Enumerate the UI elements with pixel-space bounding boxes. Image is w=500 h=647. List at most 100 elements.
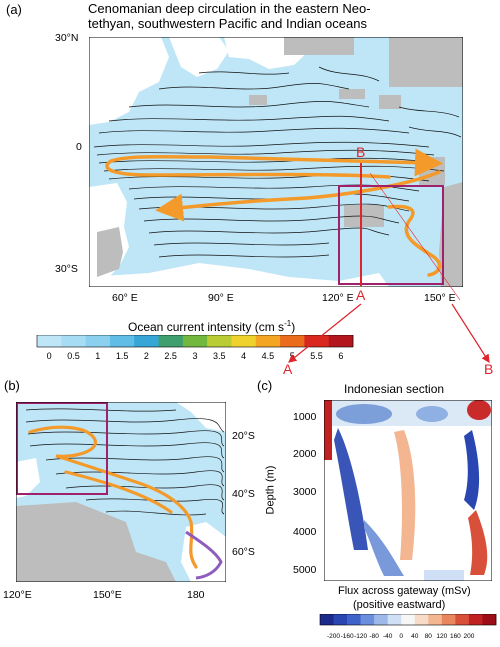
panel-a-lat-tick-0: 0 bbox=[76, 141, 82, 153]
antarctica-landmass bbox=[89, 263, 389, 287]
flux-colorbar: -200 -160 -120 -80 -40 0 40 80 120 160 200 bbox=[319, 614, 497, 640]
flux-colorbar-tick-label: -160 bbox=[341, 633, 354, 640]
intensity-colorbar-swatch bbox=[280, 335, 305, 347]
panel-c-depth-tick-4000: 4000 bbox=[293, 526, 317, 538]
flux-colorbar-swatch bbox=[468, 614, 483, 625]
land-gray-2 bbox=[379, 95, 401, 109]
intensity-colorbar-tick-label: 0.5 bbox=[67, 351, 80, 361]
flux-blob-mid-blue bbox=[364, 520, 404, 576]
panel-c-end-a-label: A bbox=[283, 361, 293, 377]
intensity-colorbar-swatch bbox=[182, 335, 208, 347]
intensity-colorbar-swatch bbox=[109, 335, 135, 347]
flux-blob-surface-blue-1 bbox=[336, 404, 392, 424]
panel-c-title: Indonesian section bbox=[344, 382, 445, 396]
flux-colorbar-tick-label: 120 bbox=[436, 633, 447, 640]
panel-b-purple-current bbox=[185, 530, 223, 580]
intensity-colorbar: 0 0.5 1 1.5 2 2.5 3 3.5 4 4.5 5 5.5 6 bbox=[36, 335, 354, 361]
flux-colorbar-swatch bbox=[360, 614, 375, 625]
intensity-colorbar-swatch bbox=[255, 335, 281, 347]
flux-colorbar-swatch bbox=[482, 614, 497, 625]
flux-colorbar-swatch bbox=[401, 614, 416, 625]
panel-a-lon-tick-60e: 60° E bbox=[112, 292, 138, 304]
flux-colorbar-tick-label: -80 bbox=[369, 633, 379, 640]
flux-colorbar-tick-label: -120 bbox=[354, 633, 367, 640]
flux-blob-surface-red bbox=[467, 400, 491, 420]
land-gray-1 bbox=[339, 89, 365, 99]
intensity-colorbar-tick-label: 2.5 bbox=[164, 351, 177, 361]
panel-a-lat-tick-30n: 30°N bbox=[55, 32, 79, 44]
flux-colorbar-swatch bbox=[441, 614, 456, 625]
panel-b-lon-tick-150e: 150°E bbox=[93, 589, 122, 601]
arabia-landmass bbox=[169, 37, 229, 77]
intensity-colorbar-tick-label: 4 bbox=[241, 351, 246, 361]
flux-colorbar-swatch bbox=[414, 614, 429, 625]
intensity-colorbar-swatch bbox=[231, 335, 257, 347]
panel-a-lat-tick-30s: 30°S bbox=[55, 263, 78, 275]
panel-b-lat-tick-60s: 60°S bbox=[232, 546, 255, 558]
panel-c-depth-tick-5000: 5000 bbox=[293, 564, 317, 576]
intensity-colorbar-swatch bbox=[134, 335, 159, 347]
flux-blob-mid-red bbox=[394, 430, 416, 560]
flux-colorbar-tick-label: 0 bbox=[399, 633, 403, 640]
flux-blob-seafloor bbox=[424, 570, 464, 581]
flux-colorbar-tick-label: -200 bbox=[327, 633, 340, 640]
panel-a-lon-tick-120e: 120° E bbox=[322, 292, 354, 304]
flux-colorbar-tick-label: 40 bbox=[411, 633, 419, 640]
intensity-colorbar-tick-label: 3.5 bbox=[213, 351, 226, 361]
panel-b-lat-tick-40s: 40°S bbox=[232, 488, 255, 500]
intensity-colorbar-tick-label: 3 bbox=[192, 351, 197, 361]
panel-c-depth-tick-3000: 3000 bbox=[293, 486, 317, 498]
intensity-colorbar-swatch bbox=[85, 335, 111, 347]
intensity-colorbar-title: Ocean current intensity (cm s-1) bbox=[128, 319, 296, 334]
flux-colorbar-swatch bbox=[347, 614, 361, 625]
panel-c-xlabel-line1: Flux across gateway (mSv) bbox=[338, 585, 471, 597]
land-gray-sw bbox=[97, 227, 123, 277]
panel-b-lat-tick-20s: 20°S bbox=[232, 430, 255, 442]
intensity-colorbar-swatch bbox=[304, 335, 329, 347]
panel-a-label: (a) bbox=[6, 2, 22, 17]
flux-colorbar-swatch bbox=[374, 614, 388, 625]
intensity-colorbar-swatch bbox=[207, 335, 232, 347]
intensity-colorbar-tick-label: 5.5 bbox=[310, 351, 323, 361]
intensity-colorbar-swatch bbox=[328, 335, 354, 347]
flux-colorbar-swatch bbox=[333, 614, 348, 625]
flux-colorbar-tick-label: 160 bbox=[450, 633, 461, 640]
flux-blob-surface-blue-2 bbox=[416, 406, 448, 422]
intensity-colorbar-tick-label: 2 bbox=[144, 351, 149, 361]
panel-c-label: (c) bbox=[257, 378, 273, 393]
flux-colorbar-swatch bbox=[320, 614, 334, 625]
panel-a-lon-tick-90e: 90° E bbox=[208, 292, 234, 304]
panel-a-title-line1: Cenomanian deep circulation in the easte… bbox=[88, 1, 371, 16]
panel-b-lon-tick-120e: 120°E bbox=[3, 589, 32, 601]
intensity-colorbar-tick-label: 1.5 bbox=[116, 351, 129, 361]
panel-b-land-south bbox=[16, 502, 176, 582]
intensity-colorbar-swatch bbox=[61, 335, 86, 347]
panel-a-map bbox=[89, 37, 463, 287]
intensity-colorbar-swatch bbox=[37, 335, 62, 347]
panel-a-section-b-label: B bbox=[356, 144, 366, 160]
land-gray-3 bbox=[249, 95, 267, 105]
panel-b-streamlines bbox=[25, 408, 225, 516]
panel-c-ylabel: Depth (m) bbox=[264, 465, 277, 515]
panel-c-depth-tick-1000: 1000 bbox=[293, 411, 317, 423]
intensity-colorbar-tick-label: 5 bbox=[290, 351, 295, 361]
africa-landmass bbox=[89, 37, 169, 125]
flux-colorbar-swatch bbox=[455, 614, 470, 625]
flux-blob-east-blue bbox=[464, 430, 480, 510]
panel-a-title-line2: tethyan, southwestern Pacific and Indian… bbox=[88, 16, 367, 31]
intensity-colorbar-tick-label: 1 bbox=[95, 351, 100, 361]
flux-colorbar-tick-label: 200 bbox=[463, 633, 474, 640]
flux-colorbar-tick-label: -40 bbox=[383, 633, 393, 640]
panel-b-gateway-box bbox=[16, 402, 108, 495]
flux-blob-west-blue bbox=[334, 428, 368, 550]
panel-b-current-paths bbox=[28, 425, 198, 569]
flux-colorbar-swatch bbox=[428, 614, 443, 625]
flux-colorbar-tick-label: 80 bbox=[425, 633, 433, 640]
intensity-colorbar-swatch bbox=[158, 335, 184, 347]
flux-blob-east-red bbox=[468, 510, 488, 575]
panel-b-map bbox=[16, 402, 226, 582]
panel-b-land-west bbox=[16, 458, 40, 498]
panel-c-end-b-label: B bbox=[484, 361, 494, 377]
panel-a-section-a-label: A bbox=[356, 287, 366, 303]
panel-b-land-ne bbox=[176, 402, 226, 432]
